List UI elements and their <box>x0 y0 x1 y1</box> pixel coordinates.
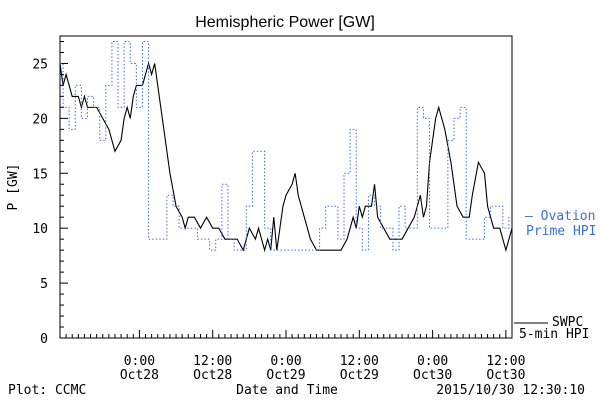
plot-area-frame <box>59 35 513 339</box>
x-tick-label: 12:00 <box>193 354 232 369</box>
legend-ovation-line2: Prime HPI <box>526 224 596 239</box>
legend-swpc-line2: 5-min HPI <box>519 327 589 342</box>
y-axis-label: P [GW] <box>6 164 21 211</box>
chart-title: Hemispheric Power [GW] <box>195 14 375 31</box>
x-tick-label: 12:00 <box>486 354 525 369</box>
x-tick-date-label: Oct29 <box>266 368 305 383</box>
y-tick-label: 5 <box>40 277 48 292</box>
y-tick-label: 10 <box>32 222 48 237</box>
series-line-ovation-prime-hpi <box>60 40 512 251</box>
footer-timestamp: 2015/10/30 12:30:10 <box>436 383 585 398</box>
x-tick-date-label: Oct30 <box>413 368 452 383</box>
x-tick-date-label: Oct29 <box>340 368 379 383</box>
series-line-swpc-5min-hpi <box>59 61 513 253</box>
x-tick-date-label: Oct28 <box>120 368 159 383</box>
x-tick-label: 12:00 <box>340 354 379 369</box>
x-tick-label: 0:00 <box>417 354 448 369</box>
footer-credit: Plot: CCMC <box>8 383 86 398</box>
y-tick-label: 25 <box>32 57 48 72</box>
series-layer <box>59 40 513 253</box>
x-axis-label: Date and Time <box>236 383 338 398</box>
x-tick-label: 0:00 <box>270 354 301 369</box>
x-tick-label: 0:00 <box>124 354 155 369</box>
y-tick-label: 15 <box>32 167 48 182</box>
x-tick-date-label: Oct28 <box>193 368 232 383</box>
x-tick-date-label: Oct30 <box>486 368 525 383</box>
legend-swpc-line1: SWPC <box>552 315 583 330</box>
y-axis-ticks: 0 5 10 15 20 25 <box>32 40 68 347</box>
legend-ovation-line1: — Ovation <box>525 209 595 224</box>
y-tick-label: 20 <box>32 112 48 127</box>
y-tick-label: 0 <box>40 332 48 347</box>
x-axis-ticks: 0:00Oct2812:00Oct280:00Oct2912:00Oct290:… <box>59 330 525 383</box>
